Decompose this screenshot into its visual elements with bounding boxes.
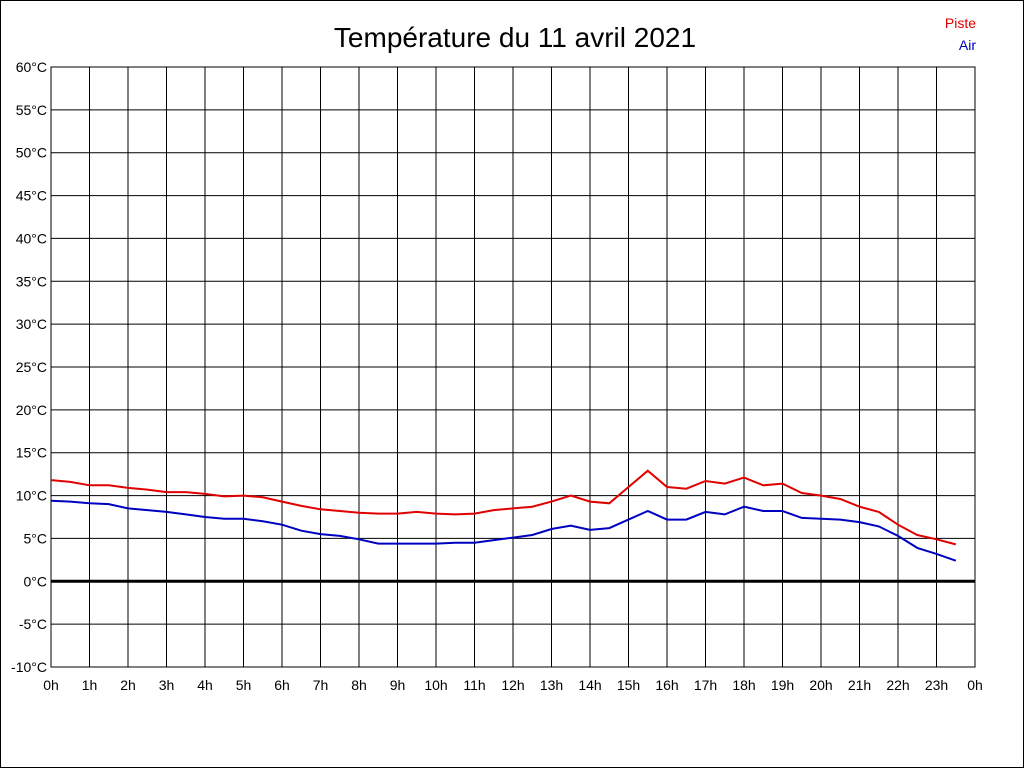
y-tick-label: 0°C — [24, 573, 48, 589]
x-tick-label: 17h — [694, 677, 717, 693]
y-tick-label: 50°C — [16, 145, 47, 161]
x-tick-label: 12h — [501, 677, 524, 693]
x-tick-label: 8h — [351, 677, 367, 693]
y-tick-label: 30°C — [16, 316, 47, 332]
y-tick-label: -10°C — [11, 659, 47, 675]
axis-labels: 0h 1h 2h 3h 4h 5h 6h 7h 8h 9h 10h 11h 12h 13h 14h 15h 16… — [11, 59, 983, 693]
x-tick-label: 4h — [197, 677, 213, 693]
y-tick-label: 15°C — [16, 445, 47, 461]
grid — [50, 66, 976, 668]
y-tick-label: 45°C — [16, 188, 47, 204]
x-tick-label: 14h — [578, 677, 601, 693]
legend-entry-piste: Piste — [945, 15, 976, 31]
x-tick-label: 2h — [120, 677, 136, 693]
x-tick-label: 16h — [655, 677, 678, 693]
x-tick-label: 7h — [313, 677, 329, 693]
chart-title: Température du 11 avril 2021 — [334, 22, 696, 53]
y-tick-label: 25°C — [16, 359, 47, 375]
x-tick-label: 11h — [463, 677, 485, 693]
x-tick-label: 21h — [848, 677, 871, 693]
y-tick-label: 55°C — [16, 102, 47, 118]
x-tick-label: 22h — [886, 677, 909, 693]
legend: Piste Air — [945, 15, 976, 53]
series-line-piste — [50, 469, 957, 546]
x-tick-label: 9h — [390, 677, 406, 693]
x-tick-label: 5h — [236, 677, 252, 693]
y-tick-label: 60°C — [16, 59, 47, 75]
y-tick-label: 5°C — [24, 530, 48, 546]
x-tick-label: 15h — [617, 677, 640, 693]
x-tick-label: 20h — [809, 677, 832, 693]
x-tick-label: 0h — [967, 677, 983, 693]
x-tick-label: 13h — [540, 677, 563, 693]
x-tick-label: 19h — [771, 677, 794, 693]
x-tick-label: 3h — [159, 677, 175, 693]
series-line-air — [50, 499, 957, 562]
series-layer — [50, 469, 957, 562]
x-tick-label: 18h — [732, 677, 755, 693]
x-tick-label: 1h — [82, 677, 98, 693]
legend-entry-air: Air — [959, 37, 976, 53]
y-tick-label: 10°C — [16, 488, 47, 504]
y-tick-label: -5°C — [19, 616, 47, 632]
x-tick-label: 10h — [424, 677, 447, 693]
x-tick-label: 0h — [43, 677, 59, 693]
x-tick-label: 6h — [274, 677, 290, 693]
x-tick-label: 23h — [925, 677, 948, 693]
y-tick-label: 20°C — [16, 402, 47, 418]
y-tick-label: 40°C — [16, 230, 47, 246]
y-tick-label: 35°C — [16, 273, 47, 289]
